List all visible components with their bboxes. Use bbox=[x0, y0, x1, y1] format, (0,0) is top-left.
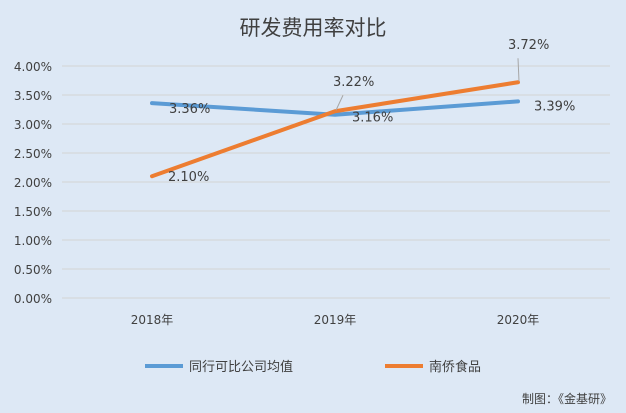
x-tick-label: 2019年 bbox=[314, 313, 357, 327]
x-tick-label: 2018年 bbox=[131, 313, 174, 327]
series-line-peer-average bbox=[150, 99, 520, 117]
y-tick-label: 1.50% bbox=[14, 205, 52, 219]
source-note: 制图：《金基研》 bbox=[522, 391, 612, 406]
y-tick-label: 2.00% bbox=[14, 176, 52, 190]
y-tick-label: 0.00% bbox=[14, 292, 52, 306]
data-label: 3.72% bbox=[508, 38, 549, 53]
chart-title: 研发费用率对比 bbox=[240, 16, 387, 40]
y-tick-label: 1.00% bbox=[14, 234, 52, 248]
x-tick-label: 2020年 bbox=[497, 313, 540, 327]
data-label: 3.16% bbox=[352, 111, 393, 126]
data-label: 3.22% bbox=[333, 75, 374, 90]
leader-line bbox=[335, 95, 344, 111]
data-label: 3.36% bbox=[169, 102, 210, 117]
y-tick-label: 3.50% bbox=[14, 89, 52, 103]
y-tick-label: 0.50% bbox=[14, 263, 52, 277]
series-line-nanqiao bbox=[150, 80, 520, 179]
y-tick-label: 3.00% bbox=[14, 118, 52, 132]
leader-line bbox=[517, 58, 520, 82]
data-label: 2.10% bbox=[168, 170, 209, 185]
y-tick-label: 4.00% bbox=[14, 60, 52, 74]
legend-label: 南侨食品 bbox=[429, 359, 481, 375]
y-tick-label: 2.50% bbox=[14, 147, 52, 161]
data-label: 3.39% bbox=[534, 99, 575, 114]
legend-label: 同行可比公司均值 bbox=[189, 359, 293, 375]
